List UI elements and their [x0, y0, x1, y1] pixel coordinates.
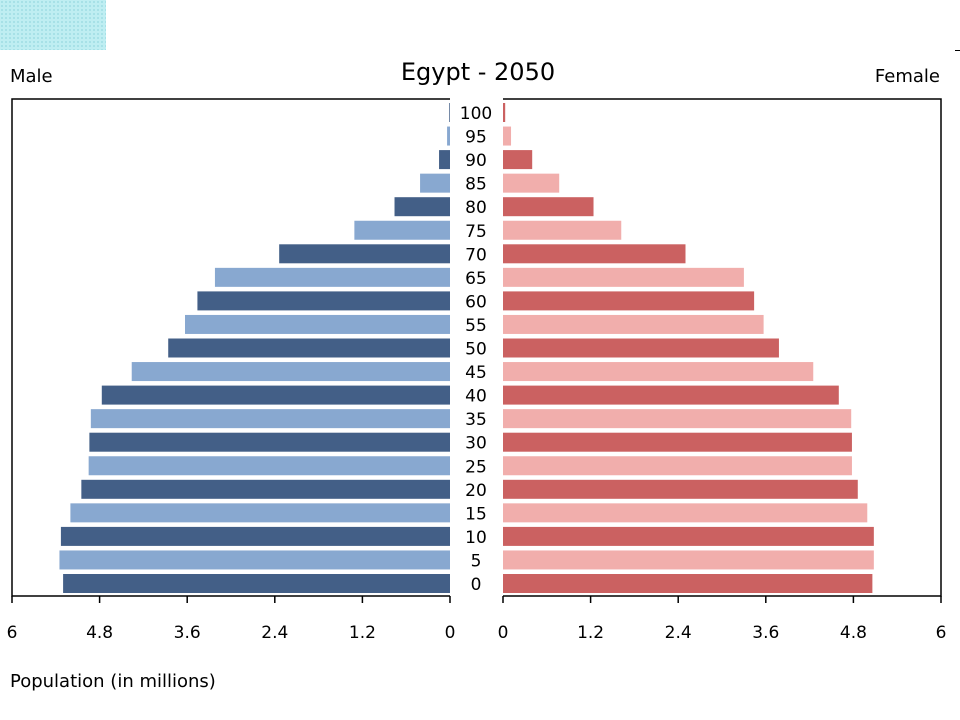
age-label: 40 [465, 387, 487, 407]
chart-title: Egypt - 2050 [400, 58, 556, 86]
female-bar [503, 197, 594, 217]
x-tick-label: 0 [498, 623, 509, 643]
age-label: 60 [465, 292, 487, 312]
male-bar [90, 409, 450, 429]
age-label: 75 [465, 222, 487, 242]
female-bar [503, 574, 873, 593]
x-tick-label: 2.4 [261, 623, 288, 643]
x-axis-label: Population (in millions) [10, 671, 216, 692]
female-bar [503, 550, 874, 570]
male-bar [81, 479, 450, 499]
female-bar [503, 526, 874, 546]
age-label: 80 [465, 198, 487, 218]
x-tick-label: 1.2 [349, 623, 376, 643]
x-tick-label: 1.2 [577, 623, 604, 643]
age-label: 95 [465, 128, 487, 148]
female-bar [503, 362, 814, 382]
male-bar [394, 197, 450, 217]
male-bar [70, 503, 451, 523]
age-label: 100 [460, 104, 492, 124]
male-bar [59, 550, 450, 570]
x-tick-label: 4.8 [86, 623, 113, 643]
female-bar [503, 267, 744, 287]
male-bar [279, 244, 450, 264]
female-bar [503, 103, 506, 122]
age-label: 70 [465, 245, 487, 265]
male-bar [88, 456, 451, 476]
male-bar [214, 267, 450, 287]
male-bar [168, 338, 450, 358]
female-bar [503, 503, 868, 523]
age-label: 30 [465, 434, 487, 454]
x-tick-label: 2.4 [665, 623, 692, 643]
age-label: 55 [465, 316, 487, 336]
female-bar [503, 456, 852, 476]
female-bar [503, 409, 852, 429]
age-label: 15 [465, 504, 487, 524]
x-tick-label: 6 [7, 623, 18, 643]
male-label: Male [10, 66, 53, 87]
female-bar [503, 220, 622, 240]
male-bar [60, 526, 450, 546]
female-bar [503, 432, 852, 452]
slide-corner-tick [955, 50, 960, 51]
female-bar [503, 314, 764, 334]
male-bar [449, 103, 450, 122]
x-tick-label: 6 [936, 623, 947, 643]
age-label: 35 [465, 410, 487, 430]
male-bar [439, 150, 450, 170]
male-panel-frame [11, 98, 450, 597]
x-tick-label: 0 [445, 623, 456, 643]
male-bar [420, 173, 450, 193]
female-bar [503, 338, 779, 358]
age-label: 25 [465, 457, 487, 477]
slide-corner-decoration [0, 0, 106, 50]
female-bar [503, 291, 755, 311]
age-label: 50 [465, 340, 487, 360]
female-panel-frame [503, 98, 942, 597]
age-label: 0 [471, 575, 482, 595]
female-bar [503, 150, 533, 170]
age-label: 20 [465, 481, 487, 501]
female-bar [503, 126, 512, 146]
male-bar [101, 385, 450, 405]
male-bar [447, 126, 450, 146]
male-bar [354, 220, 450, 240]
x-tick-label: 4.8 [840, 623, 867, 643]
male-bar [131, 362, 450, 382]
male-bar [63, 574, 450, 593]
x-tick-label: 3.6 [174, 623, 201, 643]
female-bar [503, 479, 858, 499]
age-label: 65 [465, 269, 487, 289]
age-label: 85 [465, 175, 487, 195]
x-tick-label: 3.6 [752, 623, 779, 643]
female-bar [503, 173, 560, 193]
female-bar [503, 385, 839, 405]
age-label: 90 [465, 151, 487, 171]
age-label: 10 [465, 528, 487, 548]
male-bar [185, 314, 450, 334]
male-bar [89, 432, 450, 452]
age-label: 45 [465, 363, 487, 383]
female-label: Female [874, 66, 940, 87]
male-bar [197, 291, 450, 311]
age-label: 5 [471, 551, 482, 571]
female-bar [503, 244, 686, 264]
